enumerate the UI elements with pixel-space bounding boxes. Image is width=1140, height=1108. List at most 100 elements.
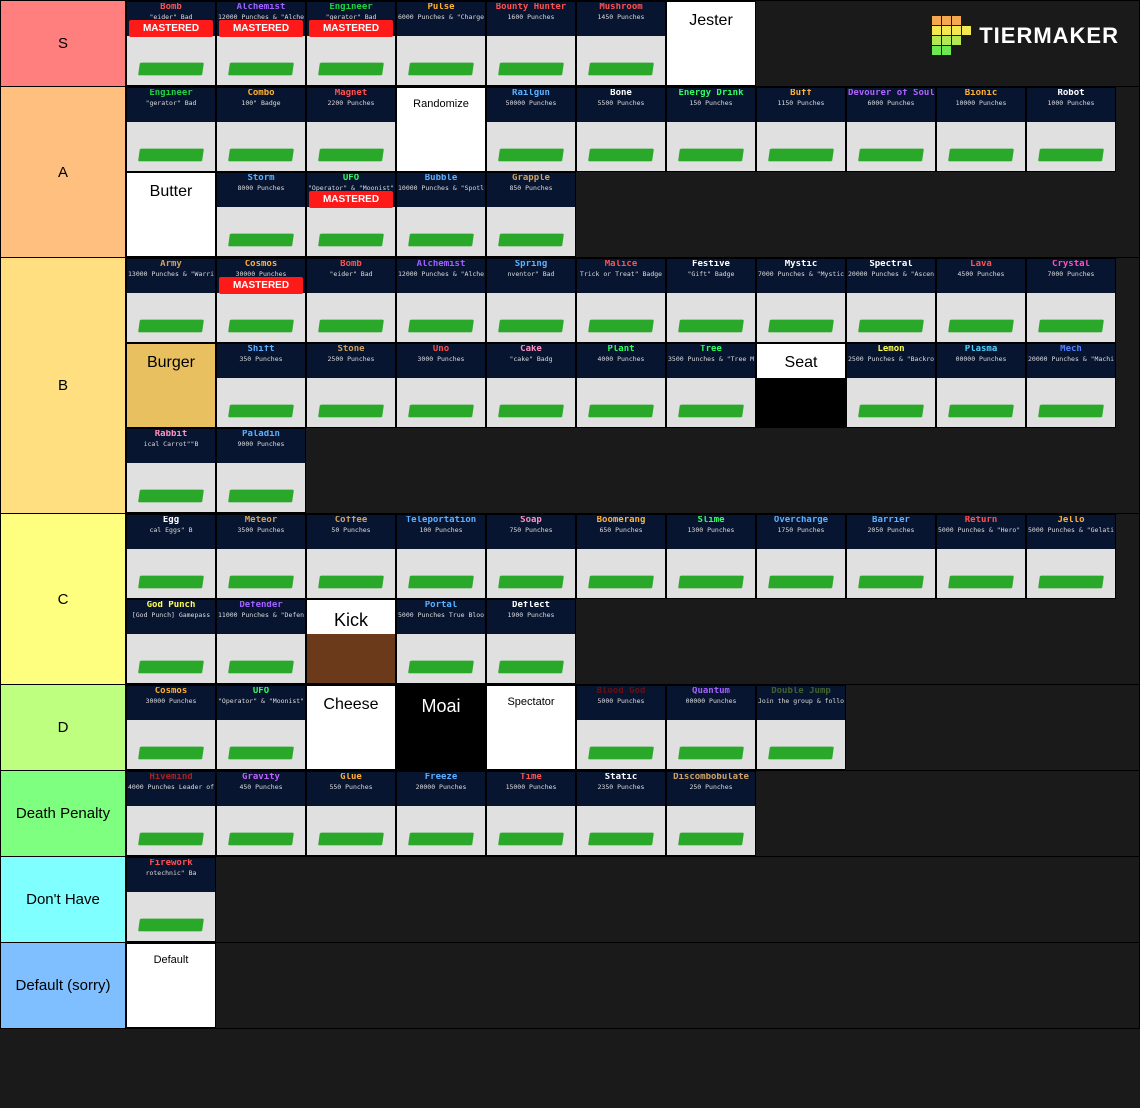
- tier-item[interactable]: Rabbitical Carrot""B: [126, 428, 216, 513]
- tier-item[interactable]: Bionic10000 Punches: [936, 87, 1026, 172]
- tier-item[interactable]: Teleportation100 Punches: [396, 514, 486, 599]
- tier-item[interactable]: Pulse6000 Punches & "Charged" Badge: [396, 1, 486, 86]
- tier-item[interactable]: Energy Drink150 Punches: [666, 87, 756, 172]
- tier-item[interactable]: Buff1150 Punches: [756, 87, 846, 172]
- tier-label[interactable]: Death Penalty: [1, 771, 126, 856]
- tier-item[interactable]: Barrier2050 Punches: [846, 514, 936, 599]
- tier-item[interactable]: Crystal7000 Punches: [1026, 258, 1116, 343]
- tier-item[interactable]: Default: [126, 943, 216, 1028]
- tier-item[interactable]: Butter: [126, 172, 216, 257]
- tier-item[interactable]: Quantum00000 Punches: [666, 685, 756, 770]
- tier-label[interactable]: Don't Have: [1, 857, 126, 942]
- tier-item[interactable]: UFO"Operator" & "Moonist" BadgeMASTERED: [306, 172, 396, 257]
- tier-item[interactable]: Discombobulate250 Punches: [666, 771, 756, 856]
- tier-item[interactable]: Overcharge1750 Punches: [756, 514, 846, 599]
- tier-item[interactable]: Shift350 Punches: [216, 343, 306, 428]
- item-title: God Punch: [128, 601, 214, 611]
- tier-item[interactable]: Mech20000 Punches & "Machinist" Badge: [1026, 343, 1116, 428]
- tier-item[interactable]: Return5000 Punches & "Hero" Badge: [936, 514, 1026, 599]
- tier-item[interactable]: Slime1300 Punches: [666, 514, 756, 599]
- tier-item[interactable]: Tree3500 Punches & "Tree Master" Badge: [666, 343, 756, 428]
- tier-item[interactable]: Cheese: [306, 685, 396, 770]
- tier-label[interactable]: Default (sorry): [1, 943, 126, 1028]
- tier-items: Default: [126, 943, 1139, 1028]
- tier-item[interactable]: Defender11000 Punches & "Defender" Badge: [216, 599, 306, 684]
- tier-row: Default (sorry)Default: [1, 943, 1139, 1028]
- tier-item[interactable]: Static2350 Punches: [576, 771, 666, 856]
- item-title: Freeze: [398, 773, 484, 783]
- item-title: Randomize: [397, 98, 485, 110]
- tier-item[interactable]: Bomb"eider" Bad: [306, 258, 396, 343]
- tier-item[interactable]: Burger: [126, 343, 216, 428]
- tier-item[interactable]: Deflect1900 Punches: [486, 599, 576, 684]
- tier-item[interactable]: Randomize: [396, 87, 486, 172]
- tier-item[interactable]: Paladin9000 Punches: [216, 428, 306, 513]
- tier-item[interactable]: Eggcal Eggs" B: [126, 514, 216, 599]
- tier-item[interactable]: UFO"Operator" & "Moonist" Badge: [216, 685, 306, 770]
- tier-item[interactable]: Storm8000 Punches: [216, 172, 306, 257]
- item-subtitle: "cake" Badg: [488, 356, 574, 363]
- tier-item[interactable]: Spectral20000 Punches & "Ascend" Badge: [846, 258, 936, 343]
- tier-item[interactable]: Bounty Hunter1600 Punches: [486, 1, 576, 86]
- tier-item[interactable]: Grapple850 Punches: [486, 172, 576, 257]
- tier-item[interactable]: Festive"Gift" Badge: [666, 258, 756, 343]
- item-title: Cheese: [307, 696, 395, 714]
- tier-label[interactable]: B: [1, 258, 126, 513]
- tier-item[interactable]: Jello5000 Punches & "Gelatinous" Badge: [1026, 514, 1116, 599]
- tier-item[interactable]: Combo100" Badge: [216, 87, 306, 172]
- tier-item[interactable]: Mushroom1450 Punches: [576, 1, 666, 86]
- tier-item[interactable]: Meteor3500 Punches: [216, 514, 306, 599]
- tier-item[interactable]: Railgun50000 Punches: [486, 87, 576, 172]
- tier-item[interactable]: Cosmos30000 PunchesMASTERED: [216, 258, 306, 343]
- tier-item[interactable]: Blood God5000 Punches: [576, 685, 666, 770]
- tier-item[interactable]: Bomb"eider" BadMASTERED: [126, 1, 216, 86]
- tier-item[interactable]: Soap750 Punches: [486, 514, 576, 599]
- item-title: Time: [488, 773, 574, 783]
- tier-item[interactable]: Engineer"gerator" BadMASTERED: [306, 1, 396, 86]
- tier-item[interactable]: Army13000 Punches & "Warrior" Badge: [126, 258, 216, 343]
- tier-item[interactable]: Gravity450 Punches: [216, 771, 306, 856]
- tier-item[interactable]: Cosmos30000 Punches: [126, 685, 216, 770]
- tier-item[interactable]: Lava4500 Punches: [936, 258, 1026, 343]
- tier-item[interactable]: God Punch[God Punch] Gamepass: [126, 599, 216, 684]
- tier-item[interactable]: Hivemind4000 Punches Leader of the Hive"…: [126, 771, 216, 856]
- tier-item[interactable]: Magnet2200 Punches: [306, 87, 396, 172]
- tier-item[interactable]: Alchemist12000 Punches & "Alchemist" Bad…: [216, 1, 306, 86]
- item-title: Shift: [218, 345, 304, 355]
- item-subtitle: 250 Punches: [668, 784, 754, 791]
- tier-item[interactable]: Plant4000 Punches: [576, 343, 666, 428]
- tier-item[interactable]: Coffee50 Punches: [306, 514, 396, 599]
- tier-label[interactable]: A: [1, 87, 126, 257]
- tier-item[interactable]: Mystic7000 Punches & "Mystical" Badge: [756, 258, 846, 343]
- tier-label[interactable]: C: [1, 514, 126, 684]
- tier-item[interactable]: Lemon2500 Punches & "Backrooms" Badge: [846, 343, 936, 428]
- tier-item[interactable]: Double JumpJoin the group & follow the o…: [756, 685, 846, 770]
- tier-item[interactable]: Portal5000 Punches True Blood God" Bad: [396, 599, 486, 684]
- tier-item[interactable]: Freeze20000 Punches: [396, 771, 486, 856]
- tier-item[interactable]: Kick: [306, 599, 396, 684]
- tier-item[interactable]: Uno3000 Punches: [396, 343, 486, 428]
- tier-item[interactable]: Cake"cake" Badg: [486, 343, 576, 428]
- tier-item[interactable]: Stone2500 Punches: [306, 343, 396, 428]
- tier-item[interactable]: Moai: [396, 685, 486, 770]
- tier-item[interactable]: Springnventor" Bad: [486, 258, 576, 343]
- tier-item[interactable]: Alchemist12000 Punches & "Alchemist" Bad…: [396, 258, 486, 343]
- tier-item[interactable]: Devourer of Souls6000 Punches: [846, 87, 936, 172]
- tier-item[interactable]: Jester: [666, 1, 756, 86]
- tier-item[interactable]: Fireworkrotechnic" Ba: [126, 857, 216, 942]
- tier-item[interactable]: Time15000 Punches: [486, 771, 576, 856]
- tier-item[interactable]: Seat: [756, 343, 846, 428]
- tier-item[interactable]: Spectator: [486, 685, 576, 770]
- tier-label[interactable]: D: [1, 685, 126, 770]
- tier-item[interactable]: Robot1000 Punches: [1026, 87, 1116, 172]
- tier-item[interactable]: Plasma00000 Punches: [936, 343, 1026, 428]
- tier-label[interactable]: S: [1, 1, 126, 86]
- tier-item[interactable]: Glue550 Punches: [306, 771, 396, 856]
- tier-row: CEggcal Eggs" BMeteor3500 PunchesCoffee5…: [1, 514, 1139, 685]
- tier-item[interactable]: MaliceTrick or Treat" Badge: [576, 258, 666, 343]
- tier-item[interactable]: Bone5500 Punches: [576, 87, 666, 172]
- tier-item[interactable]: Engineer"gerator" Bad: [126, 87, 216, 172]
- tier-item[interactable]: Boomerang650 Punches: [576, 514, 666, 599]
- item-title: Spectator: [487, 696, 575, 708]
- tier-item[interactable]: Bubble10000 Punches & "Spotless" Badge: [396, 172, 486, 257]
